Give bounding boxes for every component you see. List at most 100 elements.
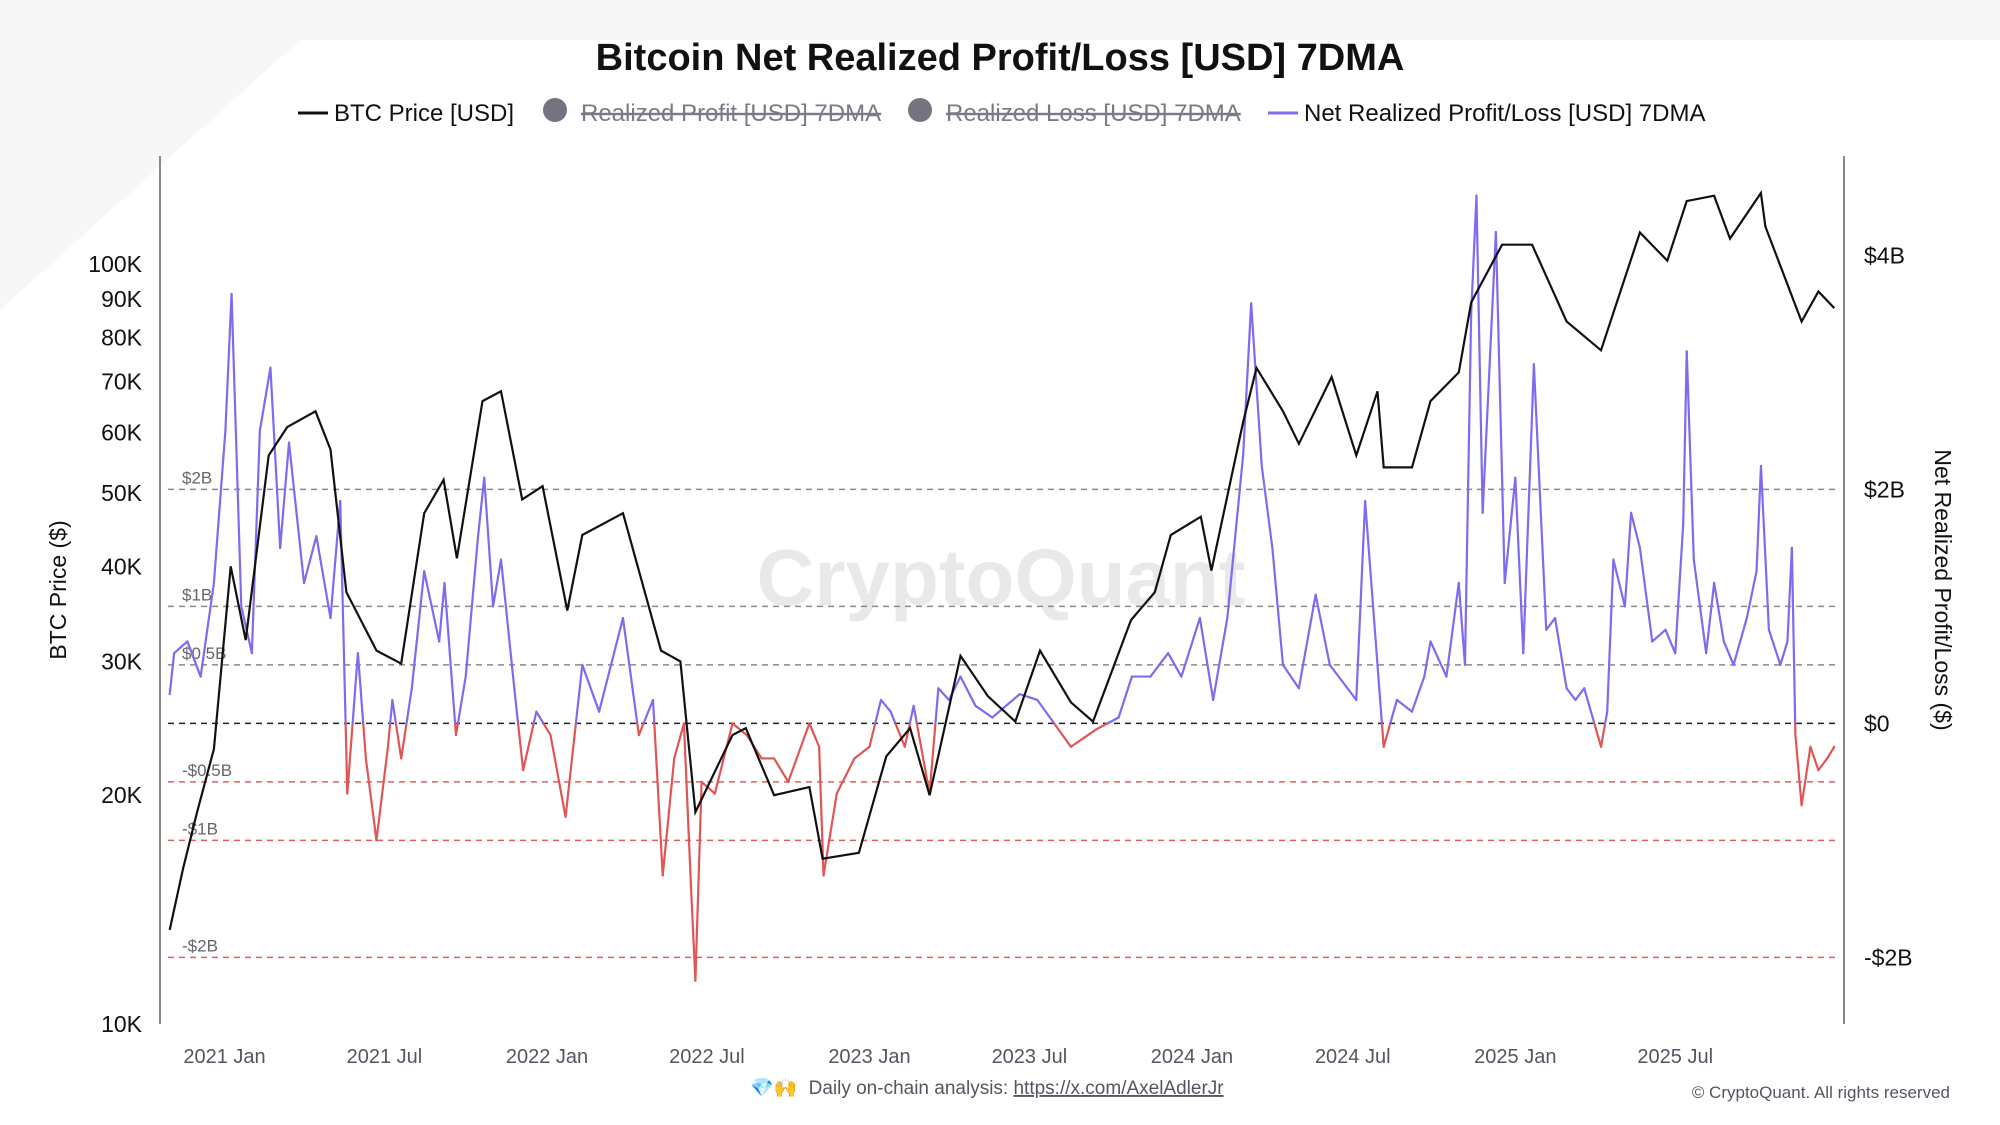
net-loss-segment [364, 757, 378, 842]
right-tick-label: $0 [1864, 710, 1890, 736]
net-profit-segment [1457, 581, 1467, 666]
legend-label: Realized Profit [USD] 7DMA [581, 100, 881, 127]
left-tick-label: 60K [101, 420, 143, 446]
net-profit-segment [1664, 628, 1677, 655]
left-axis-title: BTC Price ($) [45, 520, 71, 659]
net-loss-segment [400, 722, 408, 760]
net-profit-segment [269, 366, 282, 549]
net-profit-segment [464, 535, 480, 678]
net-loss-segment [542, 722, 552, 737]
net-profit-segment [1445, 581, 1460, 678]
x-tick-label: 2021 Jul [347, 1046, 423, 1068]
left-tick-label: 70K [101, 369, 143, 395]
right-tick-label: -$2B [1864, 944, 1913, 970]
net-loss-segment [362, 722, 367, 760]
net-profit-segment [1779, 640, 1789, 666]
net-profit-segment [224, 292, 233, 433]
net-loss-segment [682, 722, 693, 889]
copyright: © CryptoQuant. All rights reserved [1692, 1083, 1950, 1102]
net-profit-segment [483, 476, 495, 608]
net-loss-segment [1794, 733, 1803, 807]
net-profit-segment [1767, 628, 1782, 666]
net-loss-segment [772, 757, 790, 783]
net-loss-segment [1817, 757, 1829, 772]
net-profit-segment [405, 687, 413, 725]
right-tick-label: $2B [1864, 476, 1905, 502]
right-tick-label: $4B [1864, 242, 1905, 268]
net-profit-segment [1395, 698, 1414, 713]
net-loss-segment [653, 722, 664, 877]
net-loss-segment [835, 757, 856, 795]
net-loss-segment [1826, 745, 1836, 760]
net-profit-segment [535, 710, 545, 725]
net-profit-segment [874, 698, 883, 725]
net-loss-segment [787, 722, 811, 783]
legend-item[interactable]: Net Realized Profit/Loss [USD] 7DMA [1268, 100, 1705, 127]
net-profit-segment [1490, 230, 1497, 327]
legend-label: Net Realized Profit/Loss [USD] 7DMA [1304, 100, 1705, 127]
left-tick-label: 80K [101, 325, 143, 351]
net-profit-segment [642, 698, 655, 725]
net-profit-segment [974, 704, 994, 719]
net-loss-segment [673, 722, 686, 760]
net-loss-segment [1095, 722, 1109, 731]
net-profit-segment [1674, 523, 1685, 655]
net-loss-segment [454, 722, 460, 737]
net-profit-segment [1429, 640, 1448, 678]
net-profit-segment [1532, 363, 1548, 631]
net-profit-segment [456, 675, 467, 725]
net-profit-segment [1297, 593, 1317, 690]
net-profit-segment [1036, 698, 1056, 725]
net-loss-segment [1069, 728, 1098, 748]
net-profit-segment [1545, 616, 1557, 631]
net-profit-segment [1423, 640, 1432, 678]
left-tick-label: 30K [101, 648, 143, 674]
left-tick-label: 50K [101, 480, 143, 506]
net-profit-segment [879, 698, 892, 713]
net-profit-segment [356, 652, 365, 725]
net-profit-segment [1271, 546, 1285, 666]
net-profit-segment [302, 535, 318, 585]
net-profit-segment [1328, 663, 1349, 690]
left-axis-ticks: 10K 20K 30K 40K 50K 60K 70K 80K 90K 100K [88, 251, 142, 1037]
background-shape [0, 0, 2000, 310]
x-tick-label: 2022 Jul [669, 1046, 745, 1068]
net-loss-segment [549, 733, 567, 819]
net-profit-segment [476, 476, 486, 538]
footer-link[interactable]: https://x.com/AxelAdlerJr [1013, 1078, 1224, 1099]
net-loss-segment [344, 722, 349, 795]
net-profit-segment [391, 698, 398, 725]
net-loss-segment [822, 792, 838, 877]
net-profit-segment [287, 441, 306, 585]
legend-dot-icon [908, 98, 932, 122]
net-profit-segment [1692, 558, 1708, 655]
legend-item[interactable]: Realized Loss [USD] 7DMA [908, 98, 1241, 127]
net-profit-segment [1522, 363, 1535, 655]
net-profit-segment [908, 704, 915, 725]
net-profit-segment [1389, 698, 1399, 725]
net-profit-segment [1018, 693, 1039, 702]
net-profit-segment [1364, 499, 1379, 666]
net-profit-segment [1574, 687, 1586, 702]
net-profit-segment [168, 652, 176, 696]
net-loss-segment [1593, 722, 1603, 748]
net-profit-segment [250, 429, 261, 655]
net-profit-segment [423, 570, 441, 643]
net-profit-segment [1470, 194, 1478, 316]
net-loss-segment [394, 722, 403, 760]
net-profit-segment [1149, 652, 1170, 678]
chart-title: Bitcoin Net Realized Profit/Loss [USD] 7… [596, 37, 1405, 79]
net-profit-segment [351, 652, 360, 725]
legend-item[interactable]: BTC Price [USD] [298, 100, 514, 127]
net-profit-segment [1759, 464, 1771, 631]
reference-label: -$2B [182, 936, 218, 955]
x-axis-ticks: 2021 Jan 2021 Jul 2022 Jan 2022 Jul 2023 Jan… [183, 1046, 1713, 1068]
net-profit-segment [1167, 652, 1183, 678]
x-tick-label: 2025 Jan [1474, 1046, 1556, 1068]
net-profit-segment [1745, 570, 1758, 620]
reference-label: $1B [182, 585, 212, 604]
net-profit-segment [1355, 499, 1367, 702]
net-loss-segment [731, 722, 748, 737]
legend-item[interactable]: Realized Profit [USD] 7DMA [543, 98, 881, 127]
